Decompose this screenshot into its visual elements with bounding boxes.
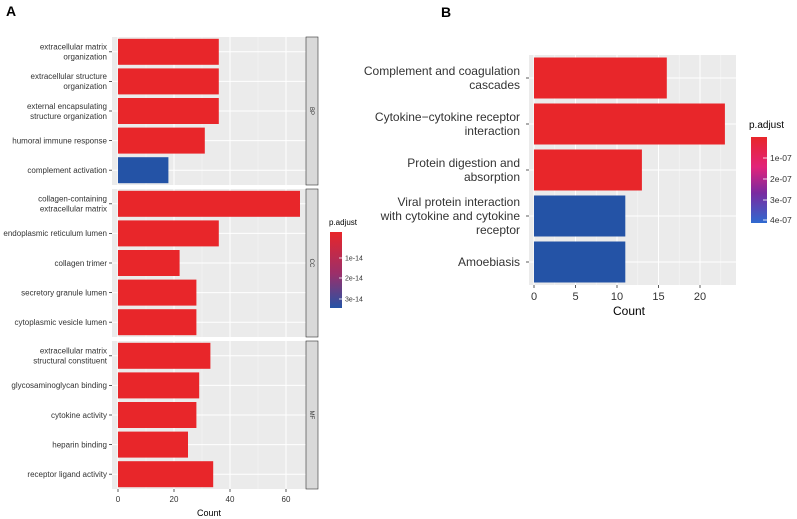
bar-mf-1 <box>118 372 200 399</box>
category-label: external encapsulating structure organiza… <box>27 102 107 121</box>
category-label: Cytokine−cytokine receptor interaction <box>375 110 520 138</box>
bar-mf-4 <box>118 461 214 488</box>
category-label: extracellular structure organization <box>31 72 108 91</box>
facet-strip-label: BP <box>308 107 314 115</box>
bar-cc-3 <box>118 279 197 306</box>
bar-mf-3 <box>118 431 188 458</box>
legend-tick-label: 2e-14 <box>345 276 363 283</box>
bar-bp-1 <box>118 68 219 95</box>
category-label: extracellular matrix organization <box>40 43 107 62</box>
category-label: collagen-containing extracellular matrix <box>38 195 107 214</box>
category-label: cytokine activity <box>51 411 107 420</box>
bar-bp-2 <box>118 98 219 124</box>
category-label: cytoplasmic vesicle lumen <box>15 318 107 327</box>
bar-b-3 <box>534 195 626 237</box>
panel-a-letter: A <box>6 3 16 19</box>
category-label: humoral immune response <box>12 136 107 145</box>
legend-colorbar <box>751 137 767 223</box>
bar-mf-2 <box>118 402 197 428</box>
category-label: Protein digestion and absorption <box>407 156 520 184</box>
facet-strip-label: MF <box>308 411 314 420</box>
category-label: Amoebiasis <box>458 255 520 269</box>
legend-title: p.adjust <box>749 120 784 131</box>
x-axis-title: Count <box>197 508 222 518</box>
panel-b-chart: Complement and coagulation cascades Cytoki… <box>364 55 792 318</box>
bar-cc-0 <box>118 190 300 217</box>
x-tick-label: 15 <box>652 291 664 303</box>
bar-bp-3 <box>118 127 205 154</box>
panel-a-chart: extracellular matrix organization extracel… <box>3 36 363 518</box>
bar-bp-0 <box>118 38 219 65</box>
bar-mf-0 <box>118 342 211 369</box>
category-label: secretory granule lumen <box>21 288 107 297</box>
legend-tick-label: 3e-07 <box>770 195 792 205</box>
category-label: glycosaminoglycan binding <box>11 381 107 390</box>
x-tick-label: 10 <box>611 291 623 303</box>
bar-cc-4 <box>118 309 197 336</box>
x-tick-label: 60 <box>282 495 291 504</box>
bar-b-2 <box>534 149 642 191</box>
legend-tick-label: 4e-07 <box>770 215 792 225</box>
x-tick-label: 5 <box>572 291 578 303</box>
panel-b-letter: B <box>441 4 451 20</box>
legend-tick-label: 1e-14 <box>345 256 363 263</box>
category-label: extracellular matrix structural constitue… <box>33 347 108 366</box>
legend-tick-label: 1e-07 <box>770 153 792 163</box>
x-tick-label: 40 <box>226 495 235 504</box>
bar-cc-1 <box>118 220 219 247</box>
x-axis-title: Count <box>613 304 646 318</box>
bar-b-1 <box>534 103 725 145</box>
bar-b-4 <box>534 241 626 283</box>
facet-strip <box>305 340 319 490</box>
legend-tick-label: 3e-14 <box>345 297 363 304</box>
x-tick-label: 20 <box>694 291 706 303</box>
bar-cc-2 <box>118 250 180 276</box>
bar-b-0 <box>534 57 667 99</box>
category-label: complement activation <box>27 166 107 175</box>
bar-bp-4 <box>118 157 169 184</box>
legend-colorbar <box>330 232 342 308</box>
legend-title: p.adjust <box>329 218 358 227</box>
x-tick-label: 20 <box>170 495 179 504</box>
facet-strip <box>305 36 319 186</box>
category-label: Viral protein interaction with cytokine a… <box>380 195 521 237</box>
category-label: receptor ligand activity <box>27 470 107 479</box>
category-label: heparin binding <box>52 440 107 449</box>
x-tick-label: 0 <box>531 291 537 303</box>
category-label: endoplasmic reticulum lumen <box>3 229 107 238</box>
category-label: collagen trimer <box>55 259 108 268</box>
legend-tick-label: 2e-07 <box>770 174 792 184</box>
facet-strip <box>305 188 319 338</box>
category-label: Complement and coagulation cascades <box>364 64 520 92</box>
facet-strip-label: CC <box>308 259 314 268</box>
x-tick-label: 0 <box>116 495 121 504</box>
